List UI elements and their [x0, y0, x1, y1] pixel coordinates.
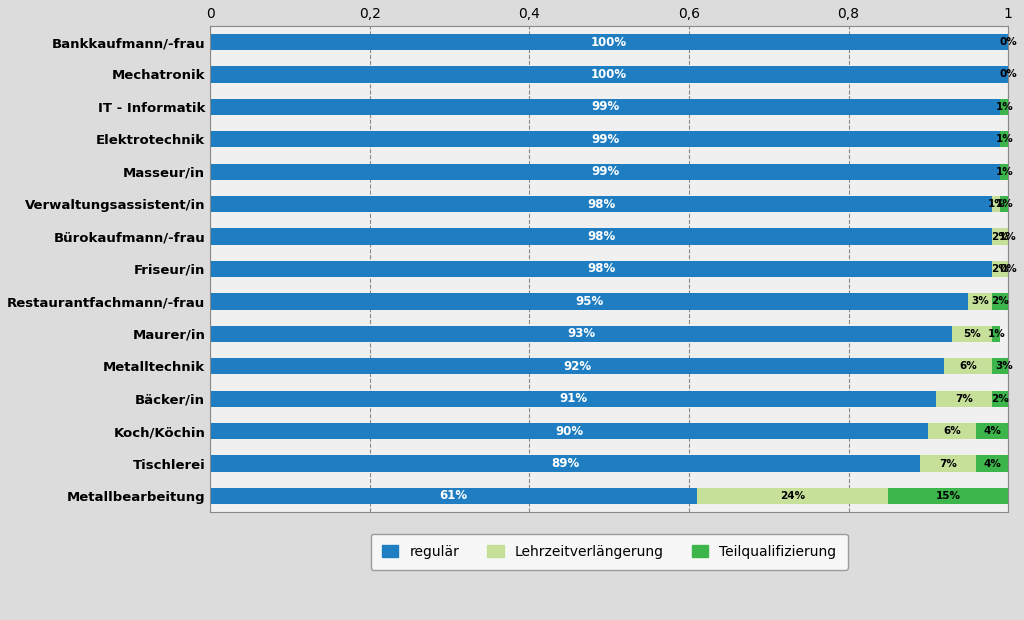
Bar: [992, 196, 1000, 212]
Legend: regulär, Lehrzeitverlängerung, Teilqualifizierung: regulär, Lehrzeitverlängerung, Teilquali…: [371, 534, 848, 570]
Bar: [921, 456, 976, 472]
Bar: [210, 261, 992, 277]
Text: 0%: 0%: [999, 37, 1017, 47]
Bar: [944, 358, 992, 374]
Bar: [210, 326, 952, 342]
Text: 5%: 5%: [964, 329, 981, 339]
Text: 7%: 7%: [939, 459, 957, 469]
Bar: [210, 293, 969, 309]
Text: 1%: 1%: [995, 135, 1013, 144]
Text: 98%: 98%: [587, 230, 615, 243]
Bar: [1000, 99, 1009, 115]
Text: 3%: 3%: [995, 361, 1013, 371]
Bar: [697, 488, 889, 504]
Text: 4%: 4%: [983, 426, 1001, 436]
Text: 89%: 89%: [551, 457, 580, 470]
Bar: [210, 99, 1000, 115]
Bar: [976, 456, 1009, 472]
Text: 2%: 2%: [991, 394, 1009, 404]
Text: 98%: 98%: [587, 262, 615, 275]
Bar: [992, 228, 1009, 245]
Text: 2%: 2%: [991, 231, 1009, 242]
Text: 100%: 100%: [591, 68, 627, 81]
Bar: [976, 423, 1009, 439]
Text: 99%: 99%: [591, 133, 620, 146]
Bar: [210, 423, 929, 439]
Text: 24%: 24%: [780, 491, 805, 501]
Bar: [1000, 196, 1009, 212]
Text: 61%: 61%: [439, 489, 468, 502]
Text: 99%: 99%: [591, 165, 620, 178]
Bar: [929, 423, 976, 439]
Text: 4%: 4%: [983, 459, 1001, 469]
Text: 6%: 6%: [959, 361, 977, 371]
Bar: [210, 358, 944, 374]
Text: 1%: 1%: [995, 167, 1013, 177]
Bar: [992, 391, 1009, 407]
Text: 3%: 3%: [972, 296, 989, 306]
Bar: [969, 293, 992, 309]
Bar: [992, 293, 1009, 309]
Text: 100%: 100%: [591, 35, 627, 48]
Text: 6%: 6%: [943, 426, 962, 436]
Bar: [889, 488, 1009, 504]
Bar: [210, 131, 1000, 148]
Bar: [1000, 131, 1009, 148]
Text: 1%: 1%: [999, 231, 1017, 242]
Bar: [210, 196, 992, 212]
Bar: [992, 326, 1000, 342]
Bar: [1000, 164, 1009, 180]
Text: 93%: 93%: [567, 327, 595, 340]
Text: 0%: 0%: [999, 69, 1017, 79]
Bar: [210, 488, 697, 504]
Text: 95%: 95%: [575, 295, 603, 308]
Text: 98%: 98%: [587, 198, 615, 211]
Bar: [992, 358, 1016, 374]
Text: 2%: 2%: [991, 296, 1009, 306]
Text: 7%: 7%: [955, 394, 973, 404]
Bar: [210, 164, 1000, 180]
Text: 92%: 92%: [563, 360, 591, 373]
Text: 0%: 0%: [999, 264, 1017, 274]
Bar: [210, 34, 1009, 50]
Text: 91%: 91%: [559, 392, 588, 405]
Text: 1%: 1%: [995, 199, 1013, 209]
Text: 1%: 1%: [995, 102, 1013, 112]
Bar: [210, 456, 921, 472]
Bar: [992, 261, 1009, 277]
Bar: [952, 326, 992, 342]
Text: 1%: 1%: [987, 329, 1006, 339]
Bar: [210, 391, 936, 407]
Text: 90%: 90%: [555, 425, 584, 438]
Bar: [210, 66, 1009, 82]
Bar: [210, 228, 992, 245]
Text: 1%: 1%: [987, 199, 1006, 209]
Text: 99%: 99%: [591, 100, 620, 113]
Bar: [936, 391, 992, 407]
Text: 2%: 2%: [991, 264, 1009, 274]
Text: 15%: 15%: [936, 491, 961, 501]
